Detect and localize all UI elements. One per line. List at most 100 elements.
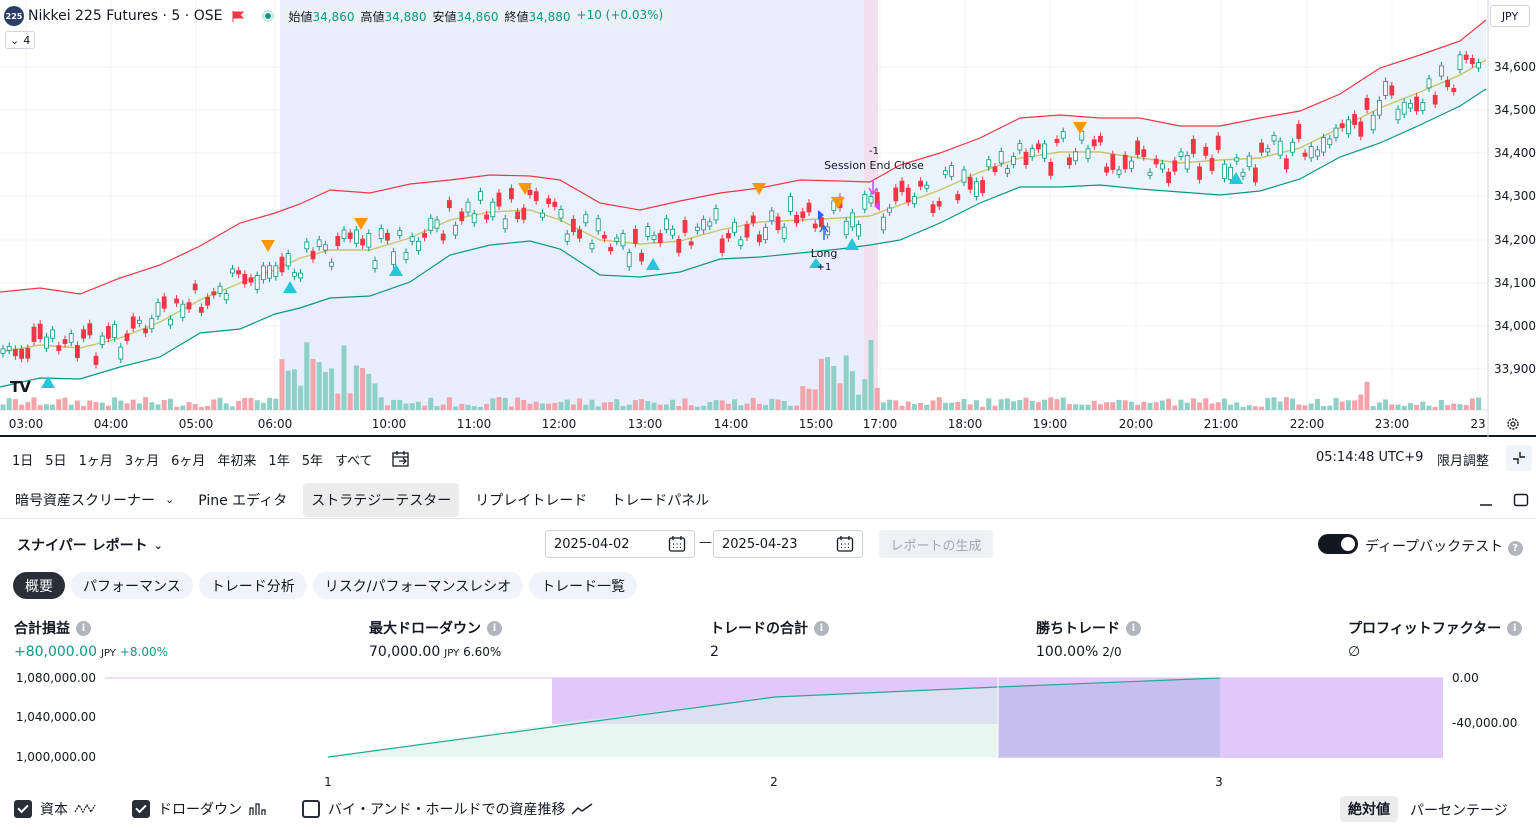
panel-tab[interactable]: 暗号資産スクリーナー ⌄ <box>7 483 182 517</box>
volume-bar <box>1252 406 1258 410</box>
volume-bar <box>1209 403 1215 410</box>
minimize-panel-button[interactable] <box>1476 490 1496 510</box>
candle-body <box>1116 169 1122 175</box>
gear-icon[interactable] <box>1506 417 1520 431</box>
candle-body <box>242 273 248 285</box>
volume-bar <box>378 397 384 410</box>
report-title-dropdown[interactable]: スナイパー レポート ⌄ <box>17 538 163 554</box>
panel-tab[interactable]: リプレイトレード <box>467 483 595 517</box>
drawdown-toggle[interactable]: ドローダウン <box>132 799 268 819</box>
price-chart-pane[interactable]: -1 Session End Close Long +1 34,600 34,500 34,… <box>0 0 1536 437</box>
candle-body <box>595 218 601 232</box>
volume-bar <box>1128 401 1134 410</box>
volume-bar <box>1178 399 1184 410</box>
candle-body <box>546 198 551 204</box>
volume-bar <box>1283 397 1289 410</box>
range-button[interactable]: 3ヶ月 <box>124 453 160 469</box>
calendar-icon[interactable] <box>836 535 854 553</box>
deep-backtest-toggle[interactable] <box>1318 534 1358 554</box>
equity-toggle[interactable]: 資本 <box>14 799 98 819</box>
ohlc-values: 始値34,860 高値34,880 安値34,860 終値34,880 +10 (+0.… <box>282 4 670 28</box>
volume-bar <box>756 403 762 410</box>
equity-chart[interactable]: 1,080,000.00 1,040,000.00 1,000,000.00 0.00… <box>0 665 1536 795</box>
candle-body <box>211 291 217 296</box>
volume-bar <box>192 404 198 410</box>
symbol-title[interactable]: Nikkei 225 Futures · 5 · OSE <box>28 8 223 24</box>
tradingview-logo[interactable]: TV <box>10 378 31 396</box>
report-sub-tab[interactable]: パフォーマンス <box>71 572 193 599</box>
volume-bar <box>713 400 719 410</box>
candle-body <box>1023 151 1029 165</box>
signal-down-marker <box>1073 122 1087 134</box>
candle-body <box>19 348 25 359</box>
date-to-field[interactable]: 2025-04-23 <box>713 530 863 558</box>
info-icon[interactable]: i <box>76 620 91 636</box>
volume-bar <box>986 398 992 410</box>
volume-bar <box>781 401 787 410</box>
panel-tab[interactable]: ストラテジーテスター <box>303 482 460 517</box>
studies-collapse-button[interactable]: ⌄ 4 <box>5 31 36 49</box>
range-button[interactable]: 5日 <box>45 453 67 469</box>
candle-body <box>1054 138 1060 143</box>
info-icon[interactable]: i <box>1126 620 1141 636</box>
volume-bar <box>1215 402 1221 410</box>
volume-bar <box>744 403 750 410</box>
candle-body <box>1470 58 1475 65</box>
report-sub-tab[interactable]: 概要 <box>13 572 65 599</box>
flag-icon[interactable] <box>232 10 245 22</box>
checkbox-checked[interactable] <box>14 800 32 818</box>
report-sub-tab[interactable]: リスク/パフォーマンスレシオ <box>312 572 524 599</box>
candle-body <box>1463 54 1469 60</box>
volume-bar <box>149 402 155 410</box>
calendar-icon[interactable] <box>668 535 686 553</box>
signal-down-marker <box>518 183 532 195</box>
candle-body <box>248 277 254 283</box>
info-icon[interactable]: i <box>1507 620 1523 636</box>
volume-bar <box>1228 404 1234 410</box>
candle-body <box>1203 146 1209 156</box>
volume-bar <box>1296 404 1302 410</box>
absolute-value-button[interactable]: 絶対値 <box>1340 796 1398 822</box>
currency-button[interactable]: JPY <box>1490 5 1530 27</box>
range-button[interactable]: 6ヶ月 <box>171 453 206 469</box>
volume-bar <box>707 402 713 410</box>
panel-tab[interactable]: Pine エディタ <box>190 483 295 517</box>
date-from-field[interactable]: 2025-04-02 <box>545 530 695 558</box>
buyhold-toggle[interactable]: バイ・アンド・ホールドでの資産推移 <box>302 799 593 819</box>
time-tick-label: 14:00 <box>714 417 749 431</box>
chart-clock[interactable]: 05:14:48 UTC+9 <box>1316 450 1424 465</box>
wave-line-icon <box>74 803 96 814</box>
price-chart-canvas[interactable]: -1 Session End Close Long +1 34,600 34,500 34,… <box>0 0 1536 437</box>
candle-body <box>1141 149 1147 157</box>
report-sub-tab[interactable]: トレード分析 <box>198 572 307 599</box>
volume-bar <box>688 405 694 410</box>
help-icon[interactable]: ? <box>1507 541 1523 556</box>
candle-body <box>186 302 192 310</box>
checkbox-checked[interactable] <box>132 800 150 818</box>
range-button[interactable]: 1日 <box>12 453 34 469</box>
maximize-panel-button[interactable] <box>1511 490 1531 510</box>
range-button[interactable]: 1ヶ月 <box>78 453 113 469</box>
candle-body <box>583 214 589 224</box>
minimize-icon <box>1480 504 1492 506</box>
range-button[interactable]: 1年 <box>268 453 290 469</box>
range-button[interactable]: 年初来 <box>217 453 257 469</box>
collapse-panel-button[interactable] <box>1506 445 1532 471</box>
generate-report-button[interactable]: レポートの生成 <box>879 530 993 558</box>
volume-bar <box>794 405 800 410</box>
checkbox-unchecked[interactable] <box>302 800 320 818</box>
price-tick-label: 34,100 <box>1494 276 1536 290</box>
percentage-button[interactable]: パーセンテージ <box>1410 803 1508 819</box>
range-button[interactable]: すべて <box>334 453 373 469</box>
candle-body <box>106 326 111 339</box>
candle-body <box>1321 137 1326 153</box>
panel-tab[interactable]: トレードパネル <box>603 483 717 517</box>
range-button[interactable]: 5年 <box>301 453 323 469</box>
info-icon[interactable]: i <box>814 620 829 636</box>
report-sub-tab[interactable]: トレード一覧 <box>529 572 638 599</box>
candle-body <box>1395 108 1401 121</box>
contract-adjust-button[interactable]: 限月調整 <box>1437 454 1490 469</box>
candle-body <box>788 196 793 212</box>
calendar-goto-icon[interactable] <box>391 449 411 469</box>
info-icon[interactable]: i <box>487 620 502 636</box>
